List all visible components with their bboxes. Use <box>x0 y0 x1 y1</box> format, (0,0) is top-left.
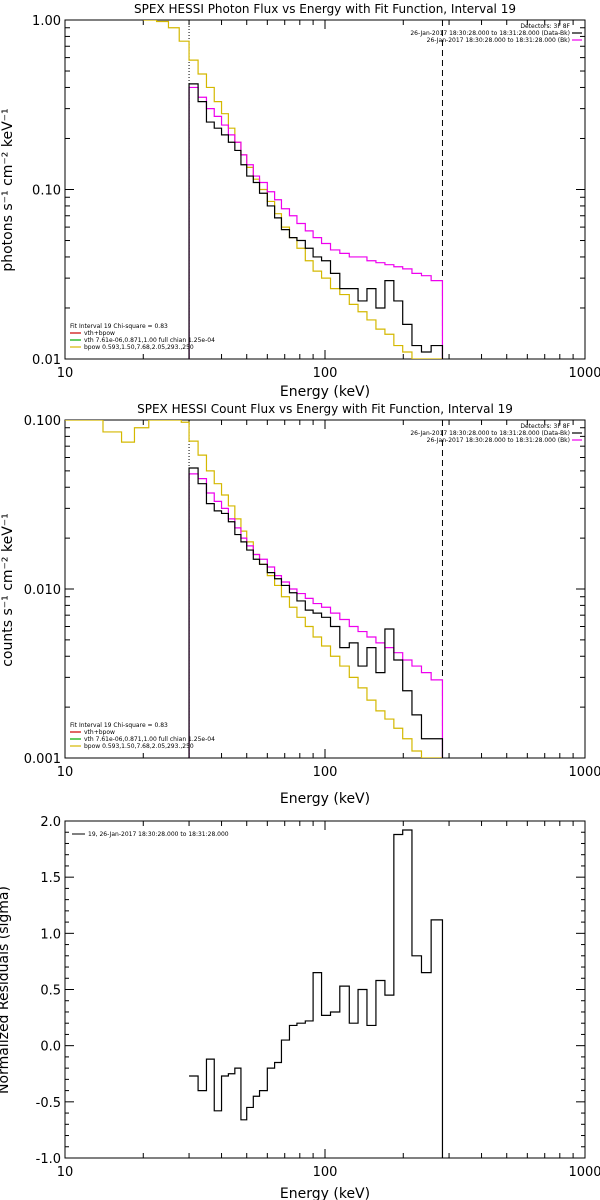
series-data-bk <box>188 467 444 758</box>
x-tick-label: 10 <box>57 366 74 381</box>
y-axis-label: Normalized Residuals (sigma) <box>0 886 12 1094</box>
panel-title: SPEX HESSI Photon Flux vs Energy with Fi… <box>134 2 516 16</box>
series-bpow <box>143 20 443 359</box>
panel-title: SPEX HESSI Count Flux vs Energy with Fit… <box>137 402 513 416</box>
legend-top-right-entry: 26-Jan-2017 18:30:28.000 to 18:31:28.000… <box>427 437 570 444</box>
series-19-26-jan-2017-18-30-28-000-to-18-31-28-000 <box>189 829 444 1158</box>
legend-top-right-entry: 26-Jan-2017 18:30:28.000 to 18:31:28.000… <box>410 30 570 37</box>
legend-bottom-left-entry: Fit Interval 19 Chi-square = 0.83 <box>70 722 168 729</box>
x-tick-label: 10 <box>57 765 74 780</box>
legend-bottom-left-entry: vth+bpow <box>84 729 115 736</box>
plot-frame <box>64 820 586 1159</box>
y-tick-label: 0.0 <box>40 1040 61 1055</box>
legend-bottom-left-entry: bpow 0.593,1.50,7.68,2.05,293.,250 <box>84 743 194 750</box>
x-axis-label: Energy (keV) <box>280 1186 370 1200</box>
plot-frame <box>64 19 586 360</box>
series-data-bk <box>188 83 444 359</box>
legend-bottom-left-entry: vth 7.61e-06,0.871,1.00 full chian 1.25e… <box>84 337 215 344</box>
y-tick-label: -0.5 <box>36 1096 61 1111</box>
x-tick-label: 1000 <box>568 1165 600 1180</box>
x-axis-label: Energy (keV) <box>280 791 370 807</box>
legend-top-right-entry: 26-Jan-2017 18:30:28.000 to 18:31:28.000… <box>427 37 570 44</box>
y-axis-label: photons s⁻¹ cm⁻² keV⁻¹ <box>0 108 16 271</box>
legend-bottom-left-entry: vth+bpow <box>84 330 115 337</box>
y-axis-label: counts s⁻¹ cm⁻² keV⁻¹ <box>0 513 16 667</box>
y-tick-label: 1.00 <box>32 14 61 29</box>
series-vth-bpow <box>188 86 444 359</box>
series-vth-bpow <box>188 473 444 758</box>
photon-flux-panel: SPEX HESSI Photon Flux vs Energy with Fi… <box>0 2 600 400</box>
y-tick-label: 0.010 <box>24 583 61 598</box>
y-tick-label: 0.10 <box>32 184 61 199</box>
residuals-panel: Energy (keV) Normalized Residuals (sigma… <box>0 815 600 1200</box>
legend-bottom-left-entry: bpow 0.593,1.50,7.68,2.05,293.,250 <box>84 344 194 351</box>
y-tick-label: 0.5 <box>40 984 61 999</box>
x-axis-label: Energy (keV) <box>280 384 370 400</box>
plot-frame <box>64 419 586 759</box>
legend-top-left-entry: 19, 26-Jan-2017 18:30:28.000 to 18:31:28… <box>88 831 229 838</box>
y-tick-label: 1.0 <box>40 927 61 942</box>
series-bpow <box>65 420 443 758</box>
x-tick-label: 10 <box>57 1165 74 1180</box>
y-tick-label: 1.5 <box>40 871 61 886</box>
legend-top-right-entry: Detectors: 3F 8F <box>520 23 570 30</box>
x-tick-label: 1000 <box>568 765 600 780</box>
x-tick-label: 100 <box>313 1165 338 1180</box>
y-tick-label: 0.100 <box>24 414 61 429</box>
y-tick-label: 0.01 <box>32 353 61 368</box>
x-tick-label: 1000 <box>568 366 600 381</box>
legend-top-right-entry: Detectors: 3F 8F <box>520 423 570 430</box>
legend-bottom-left-entry: vth 7.61e-06,0.871,1.00 full chian 1.25e… <box>84 736 215 743</box>
count-flux-panel: SPEX HESSI Count Flux vs Energy with Fit… <box>0 402 600 807</box>
legend-top-right-entry: 26-Jan-2017 18:30:28.000 to 18:31:28.000… <box>410 430 570 437</box>
x-tick-label: 100 <box>313 366 338 381</box>
y-tick-label: 0.001 <box>24 752 61 767</box>
legend-bottom-left-entry: Fit Interval 19 Chi-square = 0.83 <box>70 323 168 330</box>
y-tick-label: 2.0 <box>40 815 61 830</box>
x-tick-label: 100 <box>313 765 338 780</box>
y-tick-label: -1.0 <box>36 1152 61 1167</box>
